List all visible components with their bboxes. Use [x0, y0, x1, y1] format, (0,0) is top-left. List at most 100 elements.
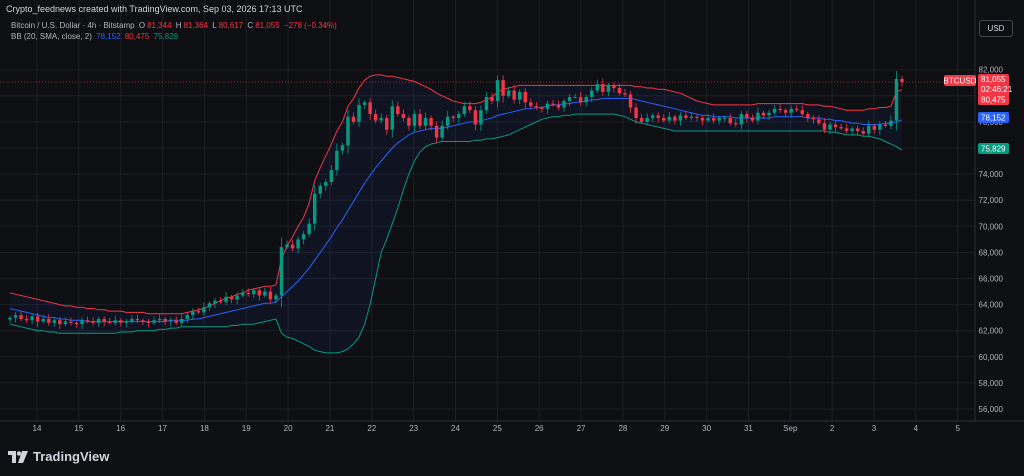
- candle-down: [401, 114, 406, 118]
- candle-down: [135, 318, 140, 321]
- y-tick-label: 58,000: [979, 379, 1004, 388]
- candle-down: [578, 97, 583, 103]
- y-tick-label: 56,000: [979, 405, 1004, 414]
- indicator-name[interactable]: BB (20, SMA, close, 2): [11, 32, 92, 41]
- symbol-tag: BTCUSD: [944, 77, 977, 86]
- price-tags: BTCUSD 81,055 02:46:21 80,475 78,152 75,…: [944, 74, 1013, 154]
- candle-up: [462, 106, 467, 115]
- candle-down: [385, 117, 389, 130]
- candle-down: [822, 123, 827, 130]
- candle-up: [595, 84, 600, 91]
- candle-up: [828, 124, 832, 130]
- candle-down: [540, 107, 544, 109]
- candle-down: [418, 114, 422, 126]
- x-tick-label: 15: [74, 424, 83, 433]
- candle-down: [229, 296, 234, 300]
- candle-up: [30, 316, 34, 321]
- candle-down: [634, 107, 638, 118]
- candle-up: [423, 117, 428, 126]
- chart-grid: [0, 0, 1024, 422]
- candle-down: [817, 119, 821, 124]
- x-tick-label: Sep: [783, 424, 798, 433]
- price-axis[interactable]: 56,000 58,000 60,000 62,000 64,000 66,000 68,0…: [979, 66, 1004, 414]
- candle-down: [695, 116, 699, 118]
- candle-down: [855, 128, 860, 132]
- bb-upper-tag: 80,475: [981, 96, 1006, 105]
- high-label: H: [175, 21, 182, 30]
- tradingview-brand: TradingView: [33, 449, 110, 464]
- open-label: O: [138, 21, 146, 30]
- candle-down: [451, 116, 455, 118]
- candle-up: [678, 115, 683, 121]
- time-axis[interactable]: 14 15 16 17 18 19 20 21 22 23 24 25 26 27 28 29 30 31 Sep 2…: [33, 424, 961, 433]
- candle-up: [689, 116, 694, 118]
- candle-up: [274, 295, 278, 300]
- candle-down: [900, 78, 904, 83]
- candle-up: [168, 320, 173, 322]
- candle-up: [185, 315, 190, 319]
- x-tick-label: 2: [830, 424, 835, 433]
- candle-up: [157, 318, 162, 321]
- candle-down: [85, 320, 90, 322]
- candle-up: [789, 108, 793, 113]
- candle-up: [307, 223, 311, 235]
- candle-up: [517, 91, 522, 100]
- candle-down: [47, 318, 51, 323]
- candle-up: [590, 90, 594, 98]
- candle-down: [490, 97, 494, 102]
- candle-down: [711, 117, 716, 121]
- bb-upper-value: 80,475: [124, 32, 150, 41]
- candle-down: [601, 84, 605, 92]
- bollinger-band-fill: [10, 74, 902, 353]
- candle-down: [673, 116, 677, 121]
- footer-bar: [0, 437, 1024, 476]
- candle-up: [52, 320, 57, 323]
- candle-down: [268, 291, 273, 300]
- candle-up: [329, 170, 334, 182]
- candle-up: [312, 193, 317, 224]
- bb-basis-value: 78,152: [96, 32, 121, 41]
- y-tick-label: 70,000: [979, 222, 1004, 231]
- x-tick-label: 4: [914, 424, 919, 433]
- candle-down: [556, 104, 561, 108]
- candle-up: [667, 116, 672, 121]
- x-tick-label: 27: [577, 424, 586, 433]
- candle-down: [861, 131, 865, 134]
- open-value: 81,344: [147, 21, 172, 30]
- x-tick-label: 31: [744, 424, 753, 433]
- candle-down: [290, 244, 295, 249]
- candle-up: [240, 292, 245, 296]
- y-tick-label: 68,000: [979, 248, 1004, 257]
- candle-up: [545, 103, 550, 109]
- symbol-name[interactable]: Bitcoin / U.S. Dollar · 4h · Bitstamp: [11, 21, 135, 30]
- candle-down: [468, 106, 472, 111]
- candle-down: [373, 114, 378, 121]
- x-tick-label: 25: [493, 424, 502, 433]
- candle-down: [69, 321, 73, 323]
- currency-button[interactable]: USD: [979, 20, 1013, 37]
- candle-up: [650, 115, 655, 118]
- candle-up: [506, 90, 511, 96]
- candle-up: [318, 185, 322, 194]
- candle-down: [811, 117, 816, 120]
- x-tick-label: 21: [325, 424, 334, 433]
- candle-up: [412, 114, 417, 126]
- candle-up: [645, 117, 649, 122]
- candle-up: [390, 106, 395, 130]
- x-tick-label: 16: [116, 424, 125, 433]
- bb-basis-tag: 78,152: [981, 114, 1006, 123]
- bollinger-upper-line: [9, 74, 903, 315]
- candle-up: [440, 125, 444, 138]
- candle-up: [606, 85, 611, 92]
- candle-down: [656, 115, 660, 118]
- candle-up: [130, 318, 134, 322]
- candle-up: [63, 321, 68, 325]
- candle-up: [180, 318, 184, 323]
- tradingview-logo[interactable]: TradingView: [8, 449, 109, 464]
- candle-down: [368, 102, 372, 115]
- candle-down: [102, 318, 106, 322]
- indicator-legend: BB (20, SMA, close, 2) 78,152 80,475 75,…: [11, 32, 180, 41]
- y-tick-label: 74,000: [979, 170, 1004, 179]
- last-price-tag: 81,055: [981, 75, 1006, 84]
